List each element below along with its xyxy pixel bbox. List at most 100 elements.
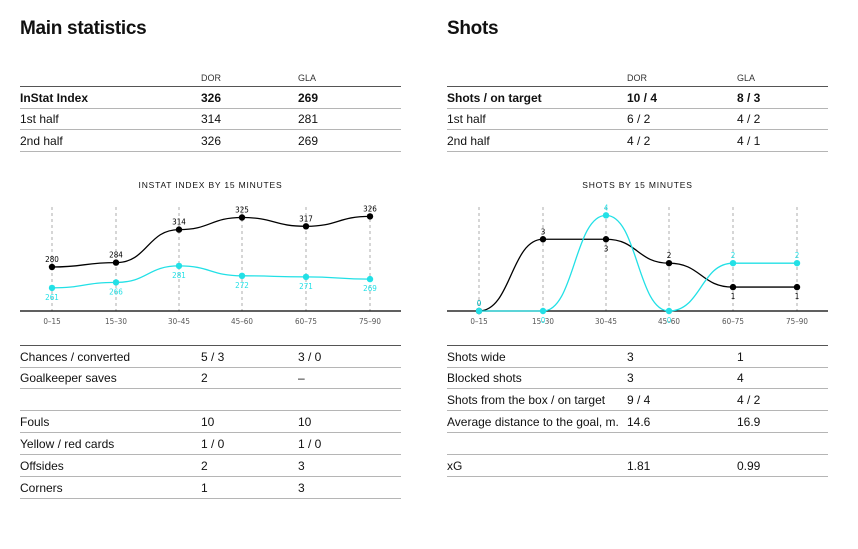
row-label: 1st half: [20, 112, 59, 126]
data-label: 269: [363, 284, 377, 293]
team-a-value: 2: [201, 371, 208, 385]
team-b-value: 16.9: [737, 415, 761, 429]
x-tick-label: 30–45: [595, 317, 617, 326]
table-row: Yellow / red cards 1 / 0 1 / 0: [20, 433, 401, 455]
instat-chart-title: INSTAT INDEX BY 15 MINUTES: [138, 180, 283, 190]
data-label: 325: [235, 206, 249, 215]
data-point: [602, 212, 610, 219]
table-row: Shots from the box / on target 9 / 4 4 /…: [447, 389, 828, 411]
team-b-value: 8 / 3: [737, 91, 761, 105]
team-b-value: 4: [737, 371, 744, 385]
table-row: xG 1.81 0.99: [447, 455, 828, 477]
data-point: [793, 283, 801, 291]
team-b-value: 10: [298, 415, 312, 429]
table-row: Average distance to the goal, m. 14.6 16…: [447, 411, 828, 433]
x-tick-label: 30–45: [168, 317, 190, 326]
data-point: [366, 275, 374, 283]
x-tick-label: 15–30: [105, 317, 127, 326]
data-point: [302, 223, 310, 230]
data-label: 0: [667, 316, 672, 325]
team-a-value: 3: [627, 350, 634, 364]
team-a-value: 5 / 3: [201, 350, 225, 364]
data-label: 2: [731, 251, 736, 260]
team-a-value: 6 / 2: [627, 112, 651, 126]
team-a-value: 314: [201, 112, 222, 126]
team-a-value: 1.81: [627, 459, 651, 473]
shots-chart-title: SHOTS BY 15 MINUTES: [582, 180, 693, 190]
data-point: [665, 307, 673, 315]
data-label: 314: [172, 218, 186, 227]
table-row: [447, 433, 828, 455]
team-a-value: 1 / 0: [201, 437, 225, 451]
table-row: [20, 389, 401, 411]
team-a-header: DOR: [201, 73, 221, 83]
table-row: 2nd half 326 269: [20, 130, 401, 152]
row-label: Offsides: [20, 459, 64, 473]
x-tick-label: 45–60: [231, 317, 253, 326]
x-tick-label: 15–30: [532, 317, 554, 326]
data-point: [475, 307, 483, 315]
team-b-value: 3: [298, 481, 305, 495]
data-label: 3: [541, 227, 546, 236]
data-point: [665, 259, 673, 267]
data-label: 2: [667, 251, 672, 260]
row-label: Yellow / red cards: [20, 437, 115, 451]
series-line-gla: [479, 214, 797, 312]
team-b-header: GLA: [737, 73, 756, 83]
row-label: 2nd half: [447, 134, 490, 148]
team-a-header: DOR: [627, 73, 647, 83]
data-point: [539, 307, 547, 315]
team-b-header: GLA: [298, 73, 317, 83]
team-a-value: 9 / 4: [627, 393, 651, 407]
data-point: [238, 272, 246, 279]
team-a-value: 1: [201, 481, 208, 495]
data-point: [602, 236, 610, 243]
x-tick-label: 60–75: [722, 317, 744, 326]
data-point: [302, 273, 310, 281]
x-tick-label: 75–90: [786, 317, 808, 326]
data-label: 271: [299, 282, 313, 291]
data-label: 1: [731, 292, 736, 301]
data-label: 0: [477, 299, 482, 308]
team-b-value: 4 / 2: [737, 393, 761, 407]
data-label: 281: [172, 271, 186, 280]
series-line-dor: [51, 215, 371, 268]
team-b-value: 281: [298, 112, 319, 126]
data-point: [539, 236, 547, 243]
team-b-value: 269: [298, 91, 319, 105]
x-tick-label: 75–90: [359, 317, 381, 326]
data-label: 284: [109, 251, 123, 260]
table-row: Shots wide 3 1: [447, 345, 828, 368]
data-label: 2: [795, 251, 800, 260]
series-line-gla: [51, 265, 371, 289]
data-label: 326: [363, 204, 377, 213]
x-tick-label: 0–15: [470, 317, 487, 326]
row-label: 1st half: [447, 112, 486, 126]
team-a-value: 10: [201, 415, 215, 429]
series-line-dor: [478, 238, 797, 312]
data-label: 280: [45, 255, 59, 264]
team-b-value: 4 / 1: [737, 134, 761, 148]
data-point: [112, 279, 120, 286]
shots-title: Shots: [447, 18, 499, 39]
table-row: Offsides 2 3: [20, 455, 401, 477]
row-label: Chances / converted: [20, 350, 131, 364]
data-label: 272: [235, 281, 249, 290]
main-statistics-title: Main statistics: [20, 18, 147, 39]
team-a-value: 3: [627, 371, 634, 385]
data-point: [366, 213, 374, 220]
data-point: [112, 259, 120, 266]
data-point: [175, 226, 183, 233]
table-row: Shots / on target 10 / 4 8 / 3: [447, 86, 828, 109]
team-b-value: 269: [298, 134, 319, 148]
team-b-value: 1: [737, 350, 744, 364]
team-a-value: 326: [201, 91, 222, 105]
table-row: 1st half 314 281: [20, 108, 401, 130]
data-label: 266: [109, 287, 123, 296]
data-label: 261: [45, 293, 59, 302]
data-label: 0: [541, 316, 546, 325]
data-label: 0: [477, 299, 482, 308]
row-label: Shots / on target: [447, 91, 542, 105]
row-label: Shots from the box / on target: [447, 393, 606, 407]
